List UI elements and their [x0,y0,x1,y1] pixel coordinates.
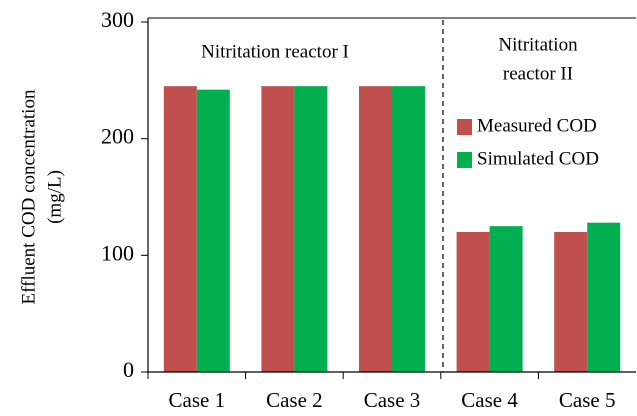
x-tick-label: Case 3 [364,388,421,412]
y-tick-label: 200 [101,124,134,149]
bar [261,86,295,373]
x-tick-label: Case 4 [461,388,518,412]
bar [587,222,621,372]
bar [554,232,588,372]
y-tick-label: 300 [101,7,134,32]
x-tick-label: Case 2 [266,388,323,412]
legend-label: Simulated COD [477,148,599,169]
bar [392,86,425,373]
y-axis-label: Effluent COD concentration [18,89,39,304]
legend-swatch [457,152,472,168]
bar [456,232,490,372]
y-tick-label: 0 [123,357,134,382]
annotation: Nitritation reactor I [201,41,349,62]
bar [359,86,392,373]
legend-swatch [457,119,472,135]
y-axis-label: (mg/L) [44,170,65,224]
bar [489,226,523,372]
bar [196,89,230,373]
annotation: reactor II [503,63,573,84]
annotation: Nitritation [498,34,578,55]
bar [163,86,197,373]
legend-label: Measured COD [477,115,597,136]
x-tick-label: Case 1 [169,388,226,412]
x-tick-label: Case 5 [559,388,616,412]
bar [294,86,328,373]
y-tick-label: 100 [101,240,134,265]
